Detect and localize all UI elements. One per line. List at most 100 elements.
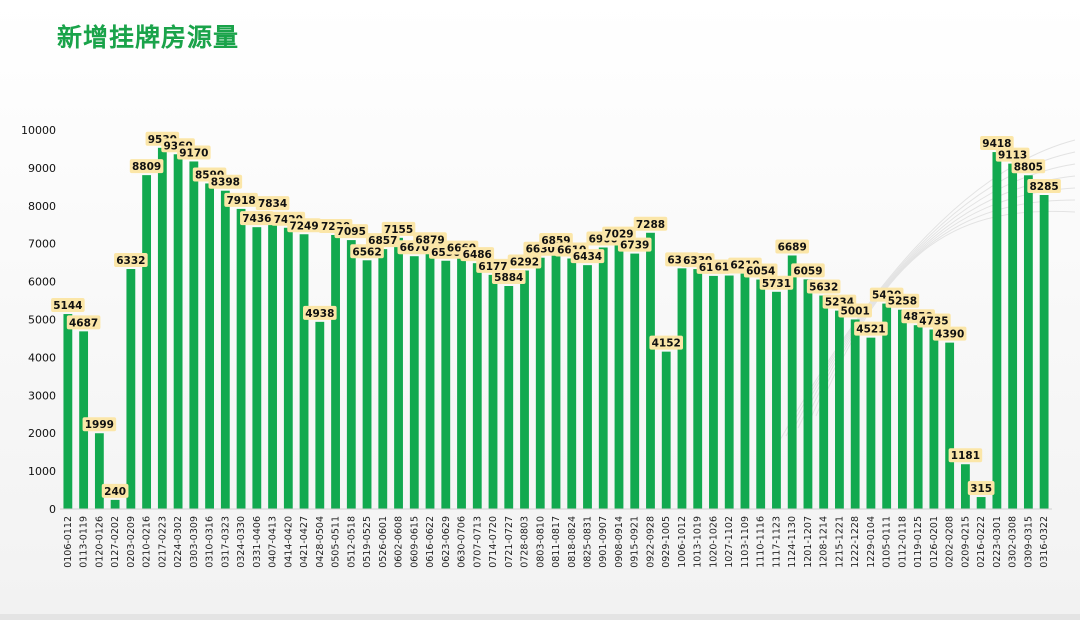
chart-title: 新增挂牌房源量 <box>57 23 240 52</box>
x-tick-label: 0512-0518 <box>346 516 357 568</box>
data-label-bg <box>334 224 369 239</box>
bar <box>835 310 844 509</box>
bar <box>976 497 986 509</box>
x-tick-label: 1013-1019 <box>693 516 704 568</box>
bar <box>646 232 655 509</box>
y-tick-label: 3000 <box>28 389 56 402</box>
bar <box>142 175 152 509</box>
data-label-bg <box>570 249 605 264</box>
data-label-bg <box>365 233 400 248</box>
data-label-bg <box>1011 159 1046 174</box>
data-label-bg <box>602 226 636 241</box>
data-label-bg <box>759 275 794 290</box>
bar <box>268 212 277 509</box>
data-label-text: 5731 <box>762 278 791 290</box>
x-tick-label: 0630-0706 <box>457 516 468 568</box>
x-tick-label: 0119-0125 <box>913 516 924 568</box>
x-tick-label: 0922-0928 <box>645 516 656 568</box>
x-tick-label: 0901-0907 <box>598 516 609 568</box>
data-label: 1999 <box>82 417 117 432</box>
data-label: 7834 <box>255 196 290 211</box>
x-tick-label: 1020-1026 <box>708 516 719 568</box>
x-tick-label: 0908-0914 <box>614 516 625 568</box>
data-label: 7249 <box>287 218 321 233</box>
data-label-text: 7155 <box>384 224 413 236</box>
data-label-bg <box>932 326 967 341</box>
x-tick-label: 0414-0420 <box>283 516 294 568</box>
data-label-text: 5632 <box>809 282 838 294</box>
data-label-bg <box>948 448 983 463</box>
data-label: 7918 <box>224 192 258 207</box>
data-label-text: 7095 <box>337 226 366 238</box>
data-label-text: 6434 <box>573 251 602 263</box>
data-label: 6059 <box>791 263 825 278</box>
x-tick-label: 0309-0315 <box>1023 516 1034 568</box>
data-label-bg <box>240 211 274 226</box>
data-label-text: 9170 <box>179 147 208 159</box>
bar <box>425 248 435 510</box>
x-tick-label: 0216-0222 <box>976 516 987 568</box>
data-label-bg <box>1027 179 1061 193</box>
x-tick-label: 0505-0511 <box>331 516 342 568</box>
data-label: 8285 <box>1027 179 1061 193</box>
data-label: 4152 <box>649 335 684 350</box>
data-label-text: 4735 <box>919 316 948 328</box>
y-tick-label: 5000 <box>28 314 56 327</box>
bar <box>913 325 923 509</box>
bar <box>220 190 230 509</box>
data-label-text: 5001 <box>841 305 870 317</box>
y-tick-label: 1000 <box>28 465 56 478</box>
bar <box>252 227 262 509</box>
data-label-bg <box>381 221 416 236</box>
data-label-bg <box>617 237 652 252</box>
y-axis: 0 1000 2000 3000 4000 5000 6000 7000 8000 9000 100… <box>21 124 56 516</box>
data-label: 5884 <box>491 270 526 284</box>
x-tick-label: 0616-0622 <box>425 516 436 568</box>
bar <box>960 464 970 509</box>
bar <box>126 269 136 509</box>
data-label-text: 7249 <box>289 220 318 232</box>
data-label-text: 6562 <box>352 246 381 258</box>
bar <box>866 337 876 509</box>
data-label-bg <box>208 174 243 189</box>
bar <box>94 433 104 509</box>
x-tick-label: 0519-0525 <box>362 516 373 568</box>
x-tick-label: 0811-0817 <box>551 516 562 568</box>
data-label-text: 9113 <box>998 150 1027 162</box>
data-label-text: 8809 <box>132 161 161 173</box>
bar <box>441 260 451 509</box>
data-label: 315 <box>967 481 995 496</box>
data-label: 8398 <box>208 174 243 189</box>
data-label-bg <box>51 298 85 313</box>
bar <box>378 249 388 509</box>
x-tick-label: 0803-0810 <box>535 516 546 568</box>
x-tick-label: 0303-0309 <box>189 516 200 568</box>
bar <box>709 275 718 509</box>
bar <box>189 161 199 509</box>
x-tick-label: 0721-0727 <box>504 516 515 568</box>
y-tick-label: 8000 <box>28 200 56 213</box>
data-label-bg <box>303 305 337 320</box>
x-tick-label: 0210-0216 <box>142 516 153 568</box>
data-label: 6486 <box>460 247 495 262</box>
data-label-bg <box>101 483 129 498</box>
data-label-text: 6332 <box>116 255 145 267</box>
data-label-text: 8805 <box>1014 161 1043 173</box>
data-label-text: 6879 <box>415 234 444 246</box>
data-label-bg <box>791 263 825 278</box>
data-label-text: 1999 <box>85 419 114 431</box>
data-label-bg <box>66 315 101 330</box>
bars <box>63 147 1049 510</box>
data-label: 6857 <box>365 233 400 248</box>
x-tick-label: 1124-1130 <box>787 516 798 568</box>
data-label-text: 6292 <box>510 257 539 269</box>
bar <box>803 279 813 509</box>
bar <box>205 183 214 509</box>
bar <box>1023 175 1033 510</box>
x-tick-label: 0209-0215 <box>960 516 971 568</box>
data-label-text: 7918 <box>226 195 255 207</box>
x-tick-label: 0526-0601 <box>378 516 389 568</box>
bar <box>110 499 120 509</box>
data-label-text: 6857 <box>368 235 397 247</box>
data-label-text: 4152 <box>652 338 681 350</box>
